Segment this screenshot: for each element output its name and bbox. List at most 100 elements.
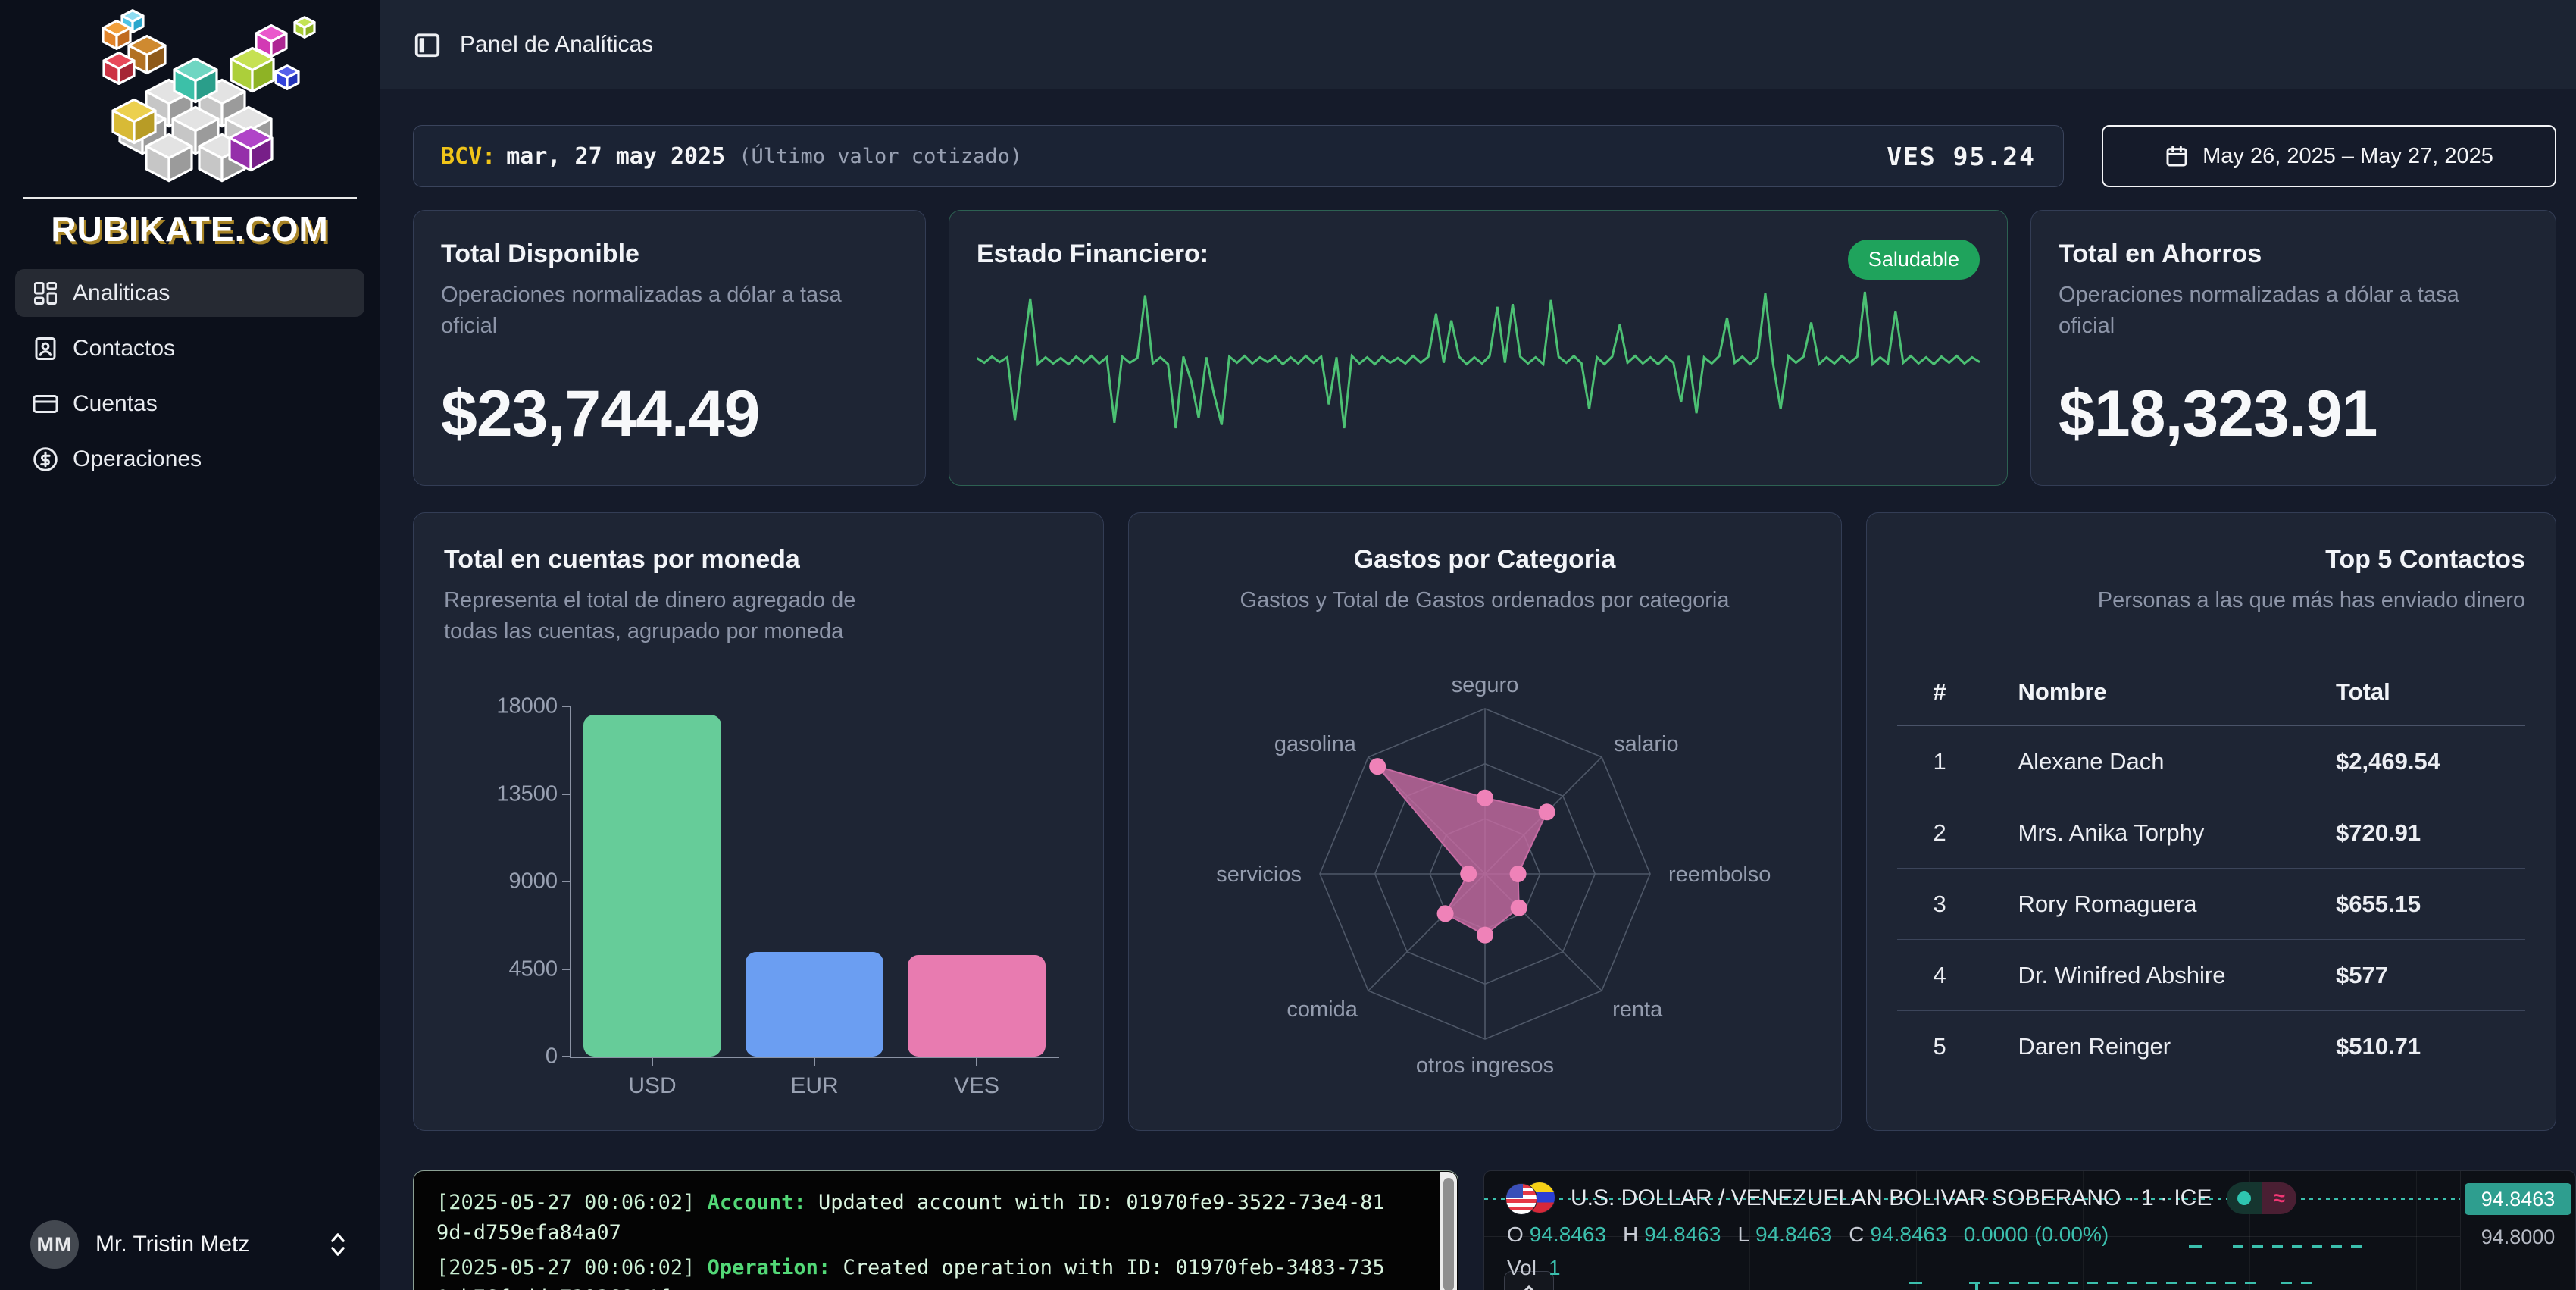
log-category: Operation [707, 1256, 818, 1279]
table-row: 4 Dr. Winifred Abshire $577 [1896, 939, 2525, 1012]
total-ahorros-amount: $18,323.91 [2059, 377, 2377, 451]
radar-chart-subtitle: Gastos y Total de Gastos ordenados por c… [1240, 588, 1730, 612]
high-value: 94.8463 [1644, 1223, 1721, 1246]
logo-divider [23, 197, 357, 199]
y-tick-mark [562, 1056, 570, 1058]
dashed-line [2233, 1245, 2365, 1248]
estado-sparkline-chart [977, 291, 1980, 429]
card-total-ahorros: Total en Ahorros Operaciones normalizada… [2030, 210, 2556, 486]
bar-chart-plot: 0 4500 9000 13500 18000 USD EUR VES [444, 694, 1073, 1113]
market-status-pills[interactable]: ≈ [2227, 1182, 2297, 1214]
console-scrollbar-thumb[interactable] [1443, 1178, 1454, 1290]
date-range-label: May 26, 2025 – May 27, 2025 [2202, 143, 2493, 168]
console-scrollbar-track[interactable] [1440, 1172, 1457, 1290]
contact-name: Rory Romaguera [2010, 868, 2328, 941]
radar-axis-label: renta [1612, 997, 1663, 1022]
card-top-contacts: Top 5 Contactos Personas a las que más h… [1865, 512, 2556, 1131]
log-category: Account [707, 1191, 794, 1214]
logo-cubes-image [101, 9, 316, 183]
sidebar-toggle-icon[interactable] [413, 30, 442, 59]
activity-log-console[interactable]: [2025-05-27 00:06:02] Account: Updated a… [413, 1170, 1458, 1290]
card-subtitle: Operaciones normalizadas a dólar a tasa … [2059, 283, 2459, 339]
user-menu[interactable]: MM Mr. Tristin Metz [0, 1202, 380, 1290]
grid-line [1916, 1171, 1917, 1290]
contacts-column-header: Nombre [2010, 665, 2328, 727]
user-name: Mr. Tristin Metz [95, 1232, 250, 1257]
date-range-picker[interactable]: May 26, 2025 – May 27, 2025 [2102, 125, 2556, 187]
last-price-dotted-line [1484, 1198, 2460, 1200]
contact-rank: 2 [1896, 797, 2011, 869]
price-label: 94.8000 [2481, 1226, 2556, 1248]
bar-slot-eur [733, 706, 896, 1057]
contacts-column-header: # [1896, 665, 2011, 727]
y-tick-label: 0 [545, 1044, 558, 1069]
status-badge: Saludable [1847, 240, 1980, 280]
trading-widget[interactable]: U.S. DOLLAR / VENEZUELAN BOLIVAR SOBERAN… [1483, 1170, 2576, 1290]
price-scale[interactable]: 94.8463 94.8000 94.7000 [2460, 1171, 2575, 1290]
card-radar-chart: Gastos por Categoria Gastos y Total de G… [1127, 512, 1842, 1131]
contact-total: $2,469.54 [2328, 725, 2525, 798]
table-row: 3 Rory Romaguera $655.15 [1896, 868, 2525, 941]
grid-line [2249, 1171, 2250, 1290]
contact-rank: 4 [1896, 939, 2011, 1012]
bcv-label: BCV: [441, 142, 496, 170]
log-timestamp: [2025-05-27 00:06:02] [436, 1191, 696, 1214]
dashed-line [2281, 1282, 2315, 1284]
x-tick-label: USD [628, 1073, 677, 1099]
credit-card-icon [33, 394, 58, 413]
sidebar-item-cuentas[interactable]: Cuentas [15, 380, 364, 427]
radar-axis-label: gasolina [1274, 732, 1356, 756]
contact-rank: 3 [1896, 868, 2011, 941]
app-logo: RUBIKATE.COM [0, 0, 380, 269]
symbol-title: U.S. DOLLAR / VENEZUELAN BOLIVAR SOBERAN… [1571, 1185, 2212, 1210]
card-title: Total Disponible [441, 240, 639, 268]
y-tick-mark [562, 793, 570, 795]
volume-value: 1 [1548, 1256, 1561, 1279]
radar-axis-label: seguro [1451, 673, 1518, 697]
y-tick-label: 9000 [508, 869, 558, 894]
table-row: 2 Mrs. Anika Torphy $720.91 [1896, 797, 2525, 869]
last-price-badge: 94.8463 [2465, 1183, 2571, 1215]
radar-axis-label: salario [1614, 732, 1678, 756]
x-axis [570, 1057, 1059, 1059]
dash-segment [2189, 1245, 2202, 1248]
y-tick-mark [562, 881, 570, 883]
collapse-chart-button[interactable] [1504, 1271, 1554, 1290]
volume-row: Vol 1 [1507, 1256, 1561, 1279]
card-total-disponible: Total Disponible Operaciones normalizada… [413, 210, 926, 486]
dashed-line [1969, 1282, 2257, 1284]
card-title: Total en Ahorros [2059, 240, 2262, 268]
sidebar-item-analiticas[interactable]: Analiticas [15, 269, 364, 317]
low-value: 94.8463 [1755, 1223, 1833, 1246]
bcv-date: mar, 27 may 2025 [506, 142, 726, 170]
grid-line [1749, 1171, 1750, 1290]
bcv-rate-bar: BCV: mar, 27 may 2025 (Último valor coti… [413, 125, 2064, 187]
total-disponible-amount: $23,744.49 [441, 377, 760, 451]
contact-total: $655.15 [2328, 868, 2525, 941]
chevron-up-icon [1524, 1285, 1534, 1290]
us-flag-icon [1505, 1183, 1537, 1215]
sidebar-item-contactos[interactable]: Contactos [15, 324, 364, 372]
x-tick-mark [814, 1058, 815, 1066]
contact-name: Dr. Winifred Abshire [2010, 939, 2328, 1012]
contact-total: $510.71 [2336, 1032, 2421, 1060]
sidebar-item-operaciones[interactable]: Operaciones [15, 435, 364, 483]
open-value: 94.8463 [1529, 1223, 1606, 1246]
y-tick-label: 18000 [496, 694, 558, 719]
ohlc-row: O 94.8463 H 94.8463 L 94.8463 C 94.8463 0.00… [1507, 1223, 2109, 1246]
grid-line [2416, 1171, 2417, 1290]
price-gridline [1484, 1236, 2460, 1237]
contacts-table: # Nombre Total 1 Alexane Dach $2,469.54 2 Mrs.… [1896, 665, 2525, 1082]
contact-icon [35, 337, 56, 360]
y-tick-mark [562, 706, 570, 708]
contact-name: Alexane Dach [2010, 725, 2328, 798]
currency-pair-flags [1505, 1182, 1555, 1215]
x-tick-label: EUR [790, 1073, 839, 1099]
bar-ves [907, 954, 1046, 1057]
chevron-updown-icon[interactable] [327, 1231, 349, 1258]
page-title: Panel de Analíticas [460, 31, 654, 57]
radar-axis-label: servicios [1216, 863, 1302, 887]
bar-slot-ves [896, 706, 1058, 1057]
price-drop-line [1975, 1282, 1978, 1290]
radar-axis-label: otros ingresos [1415, 1054, 1553, 1078]
